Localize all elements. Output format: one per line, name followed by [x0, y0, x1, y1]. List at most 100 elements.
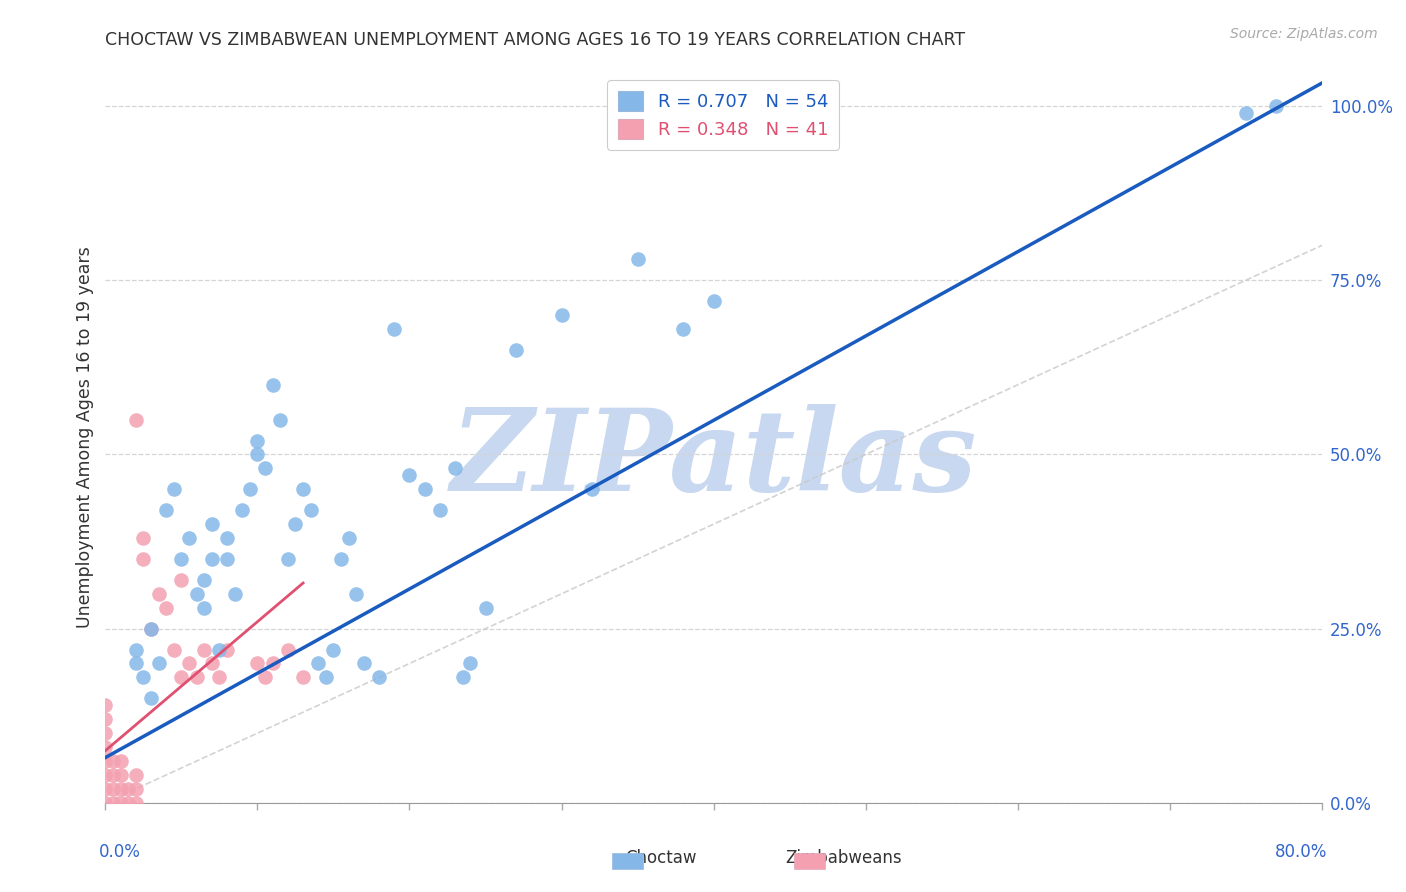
Point	[132, 552, 155, 566]
Point	[315, 670, 337, 684]
Point	[163, 642, 186, 657]
Point	[413, 483, 436, 497]
Point	[292, 483, 315, 497]
Point	[125, 781, 148, 796]
Point	[139, 622, 162, 636]
Point	[299, 503, 322, 517]
Point	[193, 642, 215, 657]
Point	[94, 781, 117, 796]
Point	[337, 531, 360, 545]
Point	[94, 726, 117, 740]
Point	[193, 573, 215, 587]
Point	[110, 781, 132, 796]
Point	[94, 754, 117, 768]
Point	[444, 461, 467, 475]
Point	[125, 796, 148, 810]
Point	[125, 642, 148, 657]
Point	[429, 503, 451, 517]
Point	[254, 461, 277, 475]
Point	[125, 412, 148, 426]
Point	[269, 412, 291, 426]
Point	[155, 503, 177, 517]
Point	[101, 781, 124, 796]
Point	[170, 573, 193, 587]
Point	[94, 740, 117, 755]
Point	[163, 483, 186, 497]
Point	[186, 670, 208, 684]
Legend: R = 0.707   N = 54, R = 0.348   N = 41: R = 0.707 N = 54, R = 0.348 N = 41	[607, 80, 839, 150]
Point	[262, 377, 284, 392]
Text: CHOCTAW VS ZIMBABWEAN UNEMPLOYMENT AMONG AGES 16 TO 19 YEARS CORRELATION CHART: CHOCTAW VS ZIMBABWEAN UNEMPLOYMENT AMONG…	[105, 31, 966, 49]
Point	[322, 642, 344, 657]
Point	[398, 468, 420, 483]
Point	[208, 642, 231, 657]
Point	[101, 796, 124, 810]
Point	[208, 670, 231, 684]
Point	[217, 531, 239, 545]
Point	[626, 252, 648, 267]
Point	[139, 622, 162, 636]
Point	[330, 552, 353, 566]
Point	[125, 657, 148, 671]
Point	[246, 448, 269, 462]
Point	[217, 642, 239, 657]
Point	[239, 483, 262, 497]
Point	[170, 552, 193, 566]
Point	[672, 322, 695, 336]
Point	[177, 657, 200, 671]
Point	[132, 670, 155, 684]
Point	[117, 781, 139, 796]
Point	[254, 670, 277, 684]
Point	[94, 768, 117, 782]
Point	[581, 483, 603, 497]
Point	[217, 552, 239, 566]
Point	[155, 600, 177, 615]
Text: Source: ZipAtlas.com: Source: ZipAtlas.com	[1230, 27, 1378, 41]
Point	[139, 691, 162, 706]
Point	[148, 657, 170, 671]
Point	[94, 796, 117, 810]
Point	[201, 552, 224, 566]
Point	[344, 587, 367, 601]
Point	[101, 768, 124, 782]
Point	[307, 657, 329, 671]
Point	[1265, 99, 1288, 113]
Point	[148, 587, 170, 601]
Point	[702, 294, 725, 309]
Point	[474, 600, 496, 615]
Point	[101, 754, 124, 768]
Point	[110, 768, 132, 782]
Point	[277, 552, 299, 566]
Point	[246, 434, 269, 448]
Point	[170, 670, 193, 684]
Point	[117, 796, 139, 810]
Point	[224, 587, 246, 601]
Point	[382, 322, 405, 336]
Point	[231, 503, 253, 517]
Point	[186, 587, 208, 601]
Point	[110, 754, 132, 768]
Text: Zimbabweans: Zimbabweans	[786, 849, 901, 867]
Point	[284, 517, 307, 532]
Point	[125, 768, 148, 782]
Point	[368, 670, 391, 684]
Point	[353, 657, 375, 671]
Text: Choctaw: Choctaw	[626, 849, 696, 867]
Point	[110, 796, 132, 810]
Point	[201, 517, 224, 532]
Point	[193, 600, 215, 615]
Point	[292, 670, 315, 684]
Point	[458, 657, 481, 671]
Point	[550, 308, 572, 322]
Y-axis label: Unemployment Among Ages 16 to 19 years: Unemployment Among Ages 16 to 19 years	[76, 246, 94, 628]
Point	[262, 657, 284, 671]
Point	[505, 343, 527, 357]
Point	[1234, 106, 1257, 120]
Point	[177, 531, 200, 545]
Text: 0.0%: 0.0%	[100, 843, 141, 861]
Point	[277, 642, 299, 657]
Point	[94, 712, 117, 726]
Text: 80.0%: 80.0%	[1275, 843, 1327, 861]
Point	[132, 531, 155, 545]
Point	[451, 670, 474, 684]
